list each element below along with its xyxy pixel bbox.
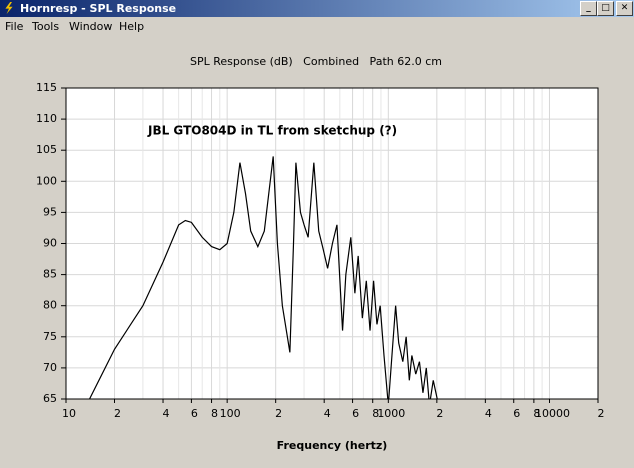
response-line xyxy=(89,156,438,399)
window-title: Hornresp - SPL Response xyxy=(20,2,177,15)
y-tick-label: 70 xyxy=(43,361,57,374)
y-tick-label: 90 xyxy=(43,237,57,250)
x-tick-label: 10000 xyxy=(535,407,570,420)
x-tick-label: 2 xyxy=(436,407,443,420)
x-tick-label: 8 xyxy=(533,407,540,420)
x-tick-label: 4 xyxy=(485,407,492,420)
annotation: JBL GTO804D in TL from sketchup (?) xyxy=(147,124,397,138)
maximize-button[interactable]: □ xyxy=(597,1,614,16)
y-tick-label: 95 xyxy=(43,205,57,218)
x-tick-label: 10 xyxy=(62,407,76,420)
x-tick-label: 2 xyxy=(114,407,121,420)
x-tick-label: 8 xyxy=(372,407,379,420)
x-tick-label: 8 xyxy=(211,407,218,420)
x-tick-label: 1000 xyxy=(377,407,405,420)
menu-item[interactable]: Help xyxy=(119,20,145,33)
x-tick-label: 2 xyxy=(275,407,282,420)
y-tick-label: 80 xyxy=(43,299,57,312)
minimize-button[interactable]: _ xyxy=(580,1,597,16)
x-tick-label: 2 xyxy=(598,407,605,420)
title-bar: Hornresp - SPL Response _ □ ✕ xyxy=(0,0,634,17)
menu-item[interactable]: File xyxy=(5,20,24,33)
menu-item[interactable]: Tools xyxy=(32,20,60,33)
y-tick-label: 65 xyxy=(43,392,57,405)
x-axis-label: Frequency (hertz) xyxy=(277,439,388,452)
y-tick-label: 105 xyxy=(36,143,57,156)
y-tick-label: 100 xyxy=(36,174,57,187)
y-tick-label: 115 xyxy=(36,81,57,94)
x-tick-label: 6 xyxy=(352,407,359,420)
menu-item[interactable]: Window xyxy=(69,20,113,33)
chart-title: SPL Response (dB) Combined Path 62.0 cm xyxy=(190,55,442,68)
y-tick-label: 85 xyxy=(43,268,57,281)
menu-bar: File Tools Window Help xyxy=(0,17,634,36)
y-tick-label: 110 xyxy=(36,112,57,125)
x-tick-label: 6 xyxy=(513,407,520,420)
x-tick-label: 100 xyxy=(220,407,241,420)
app-icon xyxy=(5,2,13,14)
x-tick-label: 4 xyxy=(324,407,331,420)
y-tick-label: 75 xyxy=(43,330,57,343)
x-tick-label: 6 xyxy=(191,407,198,420)
close-button[interactable]: ✕ xyxy=(616,1,633,16)
x-tick-label: 4 xyxy=(163,407,170,420)
